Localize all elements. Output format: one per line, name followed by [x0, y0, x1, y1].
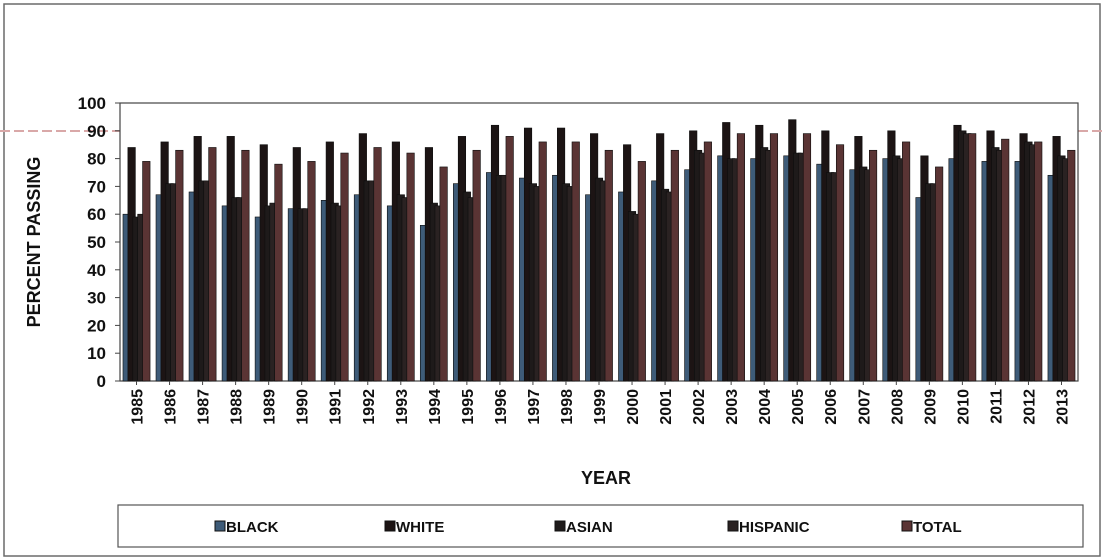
y-tick-label: 0 — [97, 372, 106, 391]
x-tick-label: 2003 — [724, 389, 741, 425]
y-tick-label: 90 — [87, 122, 106, 141]
x-tick-label: 1999 — [592, 389, 609, 425]
y-tick-label: 70 — [87, 177, 106, 196]
y-tick-label: 20 — [87, 316, 106, 335]
x-axis-title: YEAR — [581, 468, 631, 488]
x-tick-label: 1991 — [328, 389, 345, 425]
x-tick-label: 2011 — [988, 389, 1005, 424]
bar-total-2010 — [968, 133, 977, 382]
legend-label: TOTAL — [913, 519, 962, 536]
legend-swatch — [214, 520, 226, 532]
bar-total-1991 — [340, 152, 349, 382]
x-tick-label: 2004 — [757, 389, 774, 425]
bar-total-2005 — [802, 133, 812, 382]
bar-total-1986 — [175, 149, 184, 382]
bar-total-1997 — [538, 141, 547, 382]
y-tick-label: 100 — [78, 94, 106, 113]
x-tick-label: 2001 — [658, 389, 675, 425]
bar-total-2000 — [637, 161, 646, 382]
x-tick-label: 2000 — [625, 389, 642, 425]
plot-area: 0 10 20 30 40 50 60 70 80 90 100 1985 1986 1987 1988 19… — [78, 94, 1079, 425]
x-tick-label: 1994 — [427, 389, 444, 425]
bar-total-1989 — [274, 163, 283, 382]
y-axis-title: PERCENT PASSING — [24, 157, 44, 328]
y-tick-label: 10 — [87, 344, 106, 363]
bar-total-2006 — [835, 144, 845, 382]
bar-total-1987 — [208, 147, 217, 382]
bar-total-2013 — [1067, 149, 1076, 382]
legend-swatch — [901, 520, 913, 532]
bar-total-1988 — [241, 149, 250, 382]
legend-item-black: BLACK — [214, 519, 279, 536]
x-tick-label: 1988 — [229, 389, 246, 425]
x-tick-label: 1997 — [526, 389, 543, 425]
bar-total-2011 — [1001, 138, 1010, 382]
bar-total-1998 — [571, 141, 580, 382]
bar-total-2008 — [902, 141, 911, 382]
x-tick-label: 2008 — [889, 389, 906, 425]
x-tick-label: 2005 — [790, 389, 807, 425]
x-tick-label: 1993 — [394, 389, 411, 425]
x-tick-label: 1985 — [130, 389, 147, 425]
bar-total-2009 — [935, 166, 944, 382]
bar-total-2012 — [1034, 141, 1043, 382]
x-tick-label: 2009 — [922, 389, 939, 425]
x-tick-label: 2002 — [691, 389, 708, 425]
legend-box — [117, 504, 1084, 548]
y-tick-label: 80 — [87, 150, 106, 169]
bar-total-2002 — [703, 141, 712, 382]
legend-swatch — [727, 520, 739, 532]
x-tick-label: 1987 — [196, 389, 213, 425]
legend-label: BLACK — [226, 519, 279, 536]
bar-total-1996 — [505, 136, 514, 382]
bar-total-1999 — [604, 149, 613, 382]
legend-swatch — [384, 520, 396, 532]
bar-total-2001 — [670, 149, 679, 382]
bar-total-1985 — [142, 161, 151, 382]
legend-item-hispanic: HISPANIC — [727, 519, 810, 536]
bar-total-2003 — [736, 133, 745, 382]
legend-swatch — [554, 520, 566, 532]
x-tick-label: 1990 — [295, 389, 312, 425]
legend-item-white: WHITE — [384, 519, 444, 536]
bar-total-1995 — [472, 149, 481, 382]
bar-total-1994 — [439, 166, 448, 382]
x-tick-label: 1992 — [361, 389, 378, 425]
y-tick-label: 40 — [87, 261, 106, 280]
legend-label: WHITE — [396, 519, 444, 536]
bar-total-1993 — [406, 152, 415, 382]
x-tick-label: 1995 — [460, 389, 477, 425]
y-tick-label: 30 — [87, 289, 106, 308]
x-tick-label: 1998 — [559, 389, 576, 425]
legend-item-asian: ASIAN — [554, 519, 613, 536]
x-tick-label: 2006 — [823, 389, 840, 425]
y-tick-label: 50 — [87, 233, 106, 252]
bar-total-1992 — [373, 147, 382, 382]
x-tick-label: 1989 — [262, 389, 279, 425]
y-tick-label: 60 — [87, 205, 106, 224]
x-tick-label: 1986 — [163, 389, 180, 425]
x-tick-label: 2010 — [955, 389, 972, 425]
x-tick-label: 2007 — [856, 389, 873, 425]
bar-total-2007 — [869, 149, 878, 382]
bar-total-2004 — [769, 133, 779, 382]
x-tick-label: 1996 — [493, 389, 510, 425]
x-tick-label: 2012 — [1021, 389, 1038, 425]
legend: BLACK WHITE ASIAN HISPANIC TOTAL — [214, 519, 962, 536]
x-tick-label: 2013 — [1054, 389, 1071, 425]
legend-label: HISPANIC — [739, 519, 810, 536]
legend-label: ASIAN — [566, 519, 613, 536]
bar-total-1990 — [307, 161, 316, 382]
legend-item-total: TOTAL — [901, 519, 962, 536]
